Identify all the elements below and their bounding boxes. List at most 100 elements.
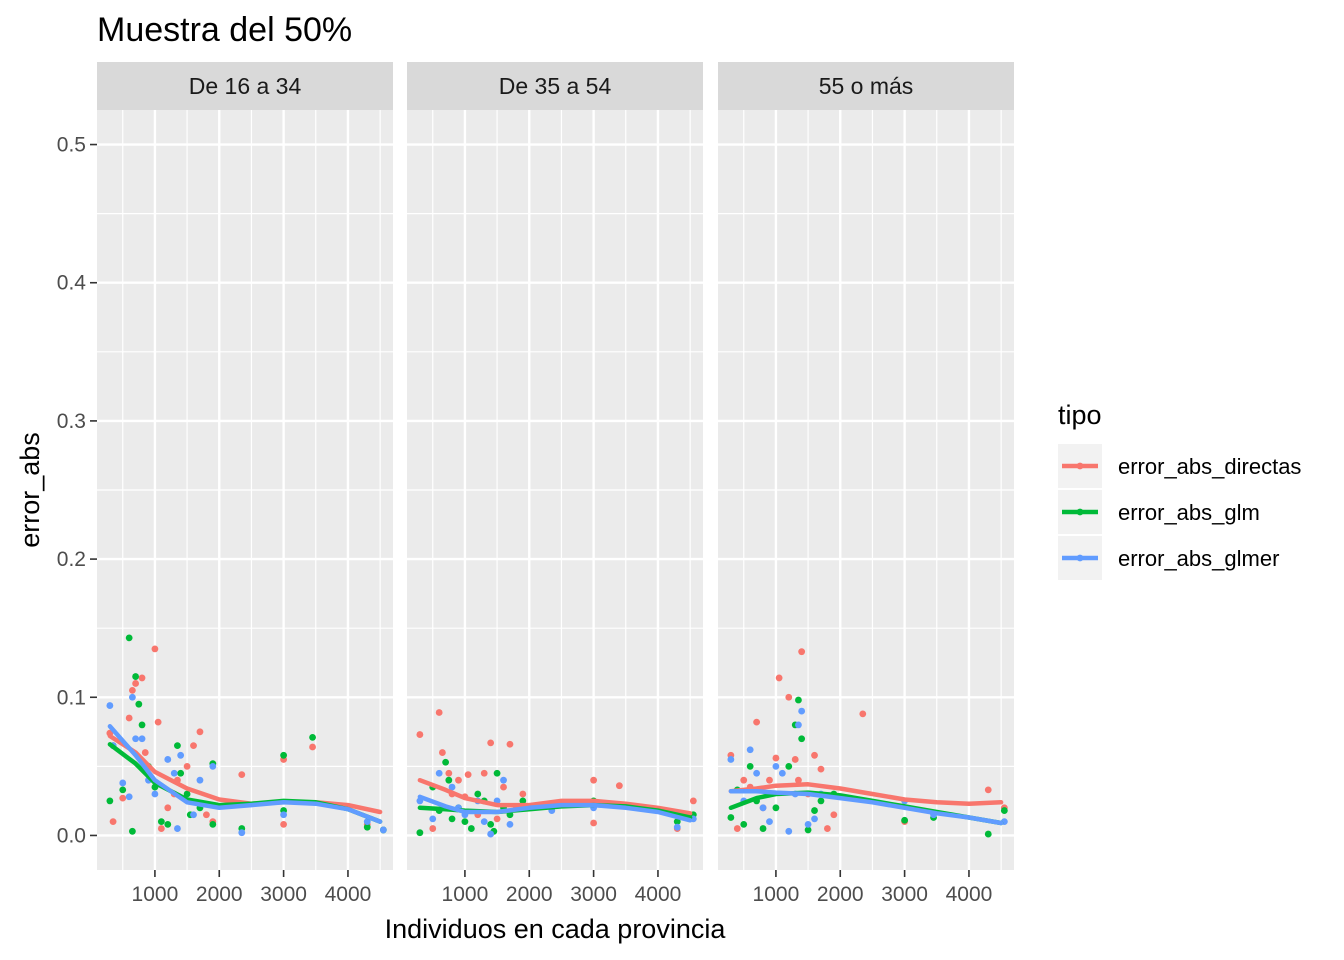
data-point-error_abs_glm (177, 769, 185, 777)
data-point-error_abs_directas (785, 693, 793, 701)
x-tick-label: 3000 (260, 883, 307, 906)
smooth-line-error_abs_glmer (417, 794, 693, 823)
y-axis-title: error_abs (15, 432, 45, 548)
data-point-error_abs_glm (309, 733, 316, 741)
data-point-error_abs_directas (506, 740, 514, 748)
x-tick-label: 3000 (881, 883, 928, 906)
data-point-error_abs_directas (132, 680, 140, 687)
data-point-error_abs_directas (733, 825, 741, 832)
data-point-error_abs_directas (480, 769, 488, 777)
data-point-error_abs_glmer (363, 818, 371, 826)
data-point-error_abs_directas (811, 751, 818, 759)
data-point-error_abs_glm (746, 762, 754, 770)
data-point-error_abs_glmer (487, 830, 495, 838)
data-point-error_abs_glm (811, 807, 818, 814)
data-point-error_abs_directas (590, 776, 598, 784)
data-point-error_abs_glm (467, 825, 475, 832)
data-point-error_abs_directas (487, 739, 495, 747)
data-point-error_abs_glm (461, 818, 469, 826)
data-point-error_abs_glm (493, 769, 501, 777)
data-point-error_abs_directas (615, 782, 623, 790)
data-point-error_abs_directas (772, 754, 780, 762)
data-point-error_abs_glmer (506, 821, 514, 828)
data-point-error_abs_glmer (128, 693, 136, 701)
data-point-error_abs_glmer (151, 790, 159, 798)
data-point-error_abs_glmer (778, 769, 786, 777)
data-point-error_abs_glm (445, 776, 453, 784)
data-point-error_abs_glmer (727, 756, 735, 763)
data-point-error_abs_glmer (673, 823, 681, 831)
y-tick-label: 0.1 (57, 686, 86, 709)
data-point-error_abs_glmer (164, 756, 172, 763)
data-point-error_abs_directas (183, 762, 191, 770)
facet-strip (97, 62, 393, 110)
data-point-error_abs_glmer (746, 746, 754, 754)
data-point-error_abs_directas (119, 794, 127, 802)
data-point-error_abs_directas (138, 674, 146, 682)
data-point-error_abs_glmer (238, 829, 246, 837)
legend-label: error_abs_glm (1118, 500, 1260, 525)
data-point-error_abs_glmer (448, 783, 456, 791)
data-point-error_abs_directas (202, 811, 210, 819)
legend: tipo error_abs_directas error_abs_glmerro… (1058, 400, 1301, 580)
data-point-error_abs_glmer (209, 762, 217, 770)
data-point-error_abs_glm (135, 700, 143, 708)
x-tick-label: 1000 (753, 883, 800, 906)
data-point-error_abs_glm (519, 797, 527, 805)
data-point-error_abs_glmer (795, 721, 802, 729)
data-point-error_abs_glmer (753, 769, 761, 777)
data-point-error_abs_glmer (177, 751, 185, 759)
data-point-error_abs_directas (689, 797, 697, 805)
x-tick-label: 1000 (132, 883, 179, 906)
data-point-error_abs_glm (157, 818, 165, 826)
x-axis-title: Individuos en cada provincia (385, 914, 727, 944)
data-point-error_abs_glmer (500, 776, 507, 784)
smooth-line-error_abs_glmer (728, 788, 1004, 826)
data-point-error_abs_glmer (772, 762, 780, 770)
data-point-error_abs_directas (791, 756, 799, 763)
data-point-error_abs_directas (455, 776, 462, 784)
data-point-error_abs_glmer (280, 811, 288, 819)
data-point-error_abs_glm (901, 816, 909, 824)
data-point-error_abs_directas (125, 714, 133, 722)
data-point-error_abs_glmer (196, 776, 204, 784)
data-point-error_abs_glmer (785, 827, 793, 835)
data-point-error_abs_directas (445, 769, 453, 777)
data-point-error_abs_directas (309, 743, 316, 751)
data-point-error_abs_glm (132, 673, 140, 680)
data-point-error_abs_glmer (174, 825, 181, 832)
data-point-error_abs_glm (128, 827, 136, 835)
data-point-error_abs_glmer (125, 793, 133, 801)
data-point-error_abs_glm (1000, 807, 1008, 814)
data-point-error_abs_directas (590, 819, 598, 827)
data-point-error_abs_glmer (480, 818, 488, 826)
chart-title: Muestra del 50% (97, 11, 352, 49)
facet-panel: De 16 a 34 1000 2000 3000 4000 (97, 62, 393, 906)
data-point-error_abs_directas (190, 742, 197, 750)
data-point-error_abs_glm (125, 634, 133, 642)
data-point-error_abs_glm (804, 826, 812, 834)
data-point-error_abs_directas (775, 674, 783, 682)
smooth-line-error_abs_directas (417, 777, 693, 816)
y-tick-label: 0.3 (57, 410, 86, 433)
legend-key-point (1076, 554, 1084, 562)
data-point-error_abs_directas (798, 648, 806, 656)
data-point-error_abs_directas (280, 821, 288, 828)
y-axis: 0.0 0.1 0.2 0.3 0.4 0.5 (57, 134, 97, 847)
data-point-error_abs_glm (727, 814, 735, 821)
data-point-error_abs_directas (438, 749, 446, 756)
facet-strip (407, 62, 703, 110)
data-point-error_abs_glmer (759, 804, 767, 812)
data-point-error_abs_directas (435, 709, 443, 716)
data-point-error_abs_glm (106, 797, 114, 805)
y-tick-label: 0.4 (57, 272, 87, 295)
data-point-error_abs_directas (753, 718, 761, 726)
data-point-error_abs_glmer (190, 811, 197, 819)
data-point-error_abs_glm (798, 735, 806, 743)
smooth-line-error_abs_glmer (107, 724, 383, 824)
data-point-error_abs_glm (209, 821, 217, 828)
data-point-error_abs_directas (109, 818, 117, 826)
data-point-error_abs_glm (416, 829, 424, 837)
data-point-error_abs_directas (859, 710, 867, 718)
